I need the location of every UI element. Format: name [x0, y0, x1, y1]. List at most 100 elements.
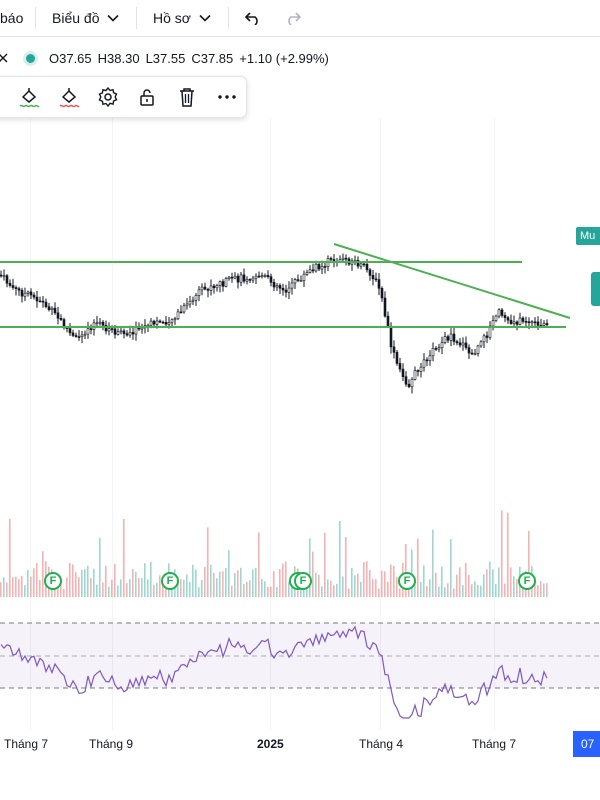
- dividend-badge[interactable]: F: [518, 572, 536, 590]
- volume-bar: [189, 581, 191, 597]
- volume-bar: [288, 581, 290, 597]
- candle-body: [341, 257, 345, 260]
- volume-bar: [177, 581, 179, 597]
- dividend-badge[interactable]: F: [161, 572, 179, 590]
- volume-bar: [405, 544, 407, 597]
- volume-bar: [12, 577, 14, 597]
- candle-body: [266, 275, 270, 277]
- candle-body: [56, 312, 60, 319]
- top-toolbar: báo Biểu đồ Hồ sơ: [0, 0, 600, 37]
- settings-button[interactable]: [96, 85, 120, 109]
- chevron-down-icon: [199, 14, 211, 22]
- volume-bar: [9, 518, 11, 597]
- fill-color-button[interactable]: [57, 85, 81, 109]
- chart-menu-button[interactable]: Biểu đồ: [52, 0, 120, 36]
- volume-bar: [186, 574, 188, 597]
- candle-body: [182, 305, 186, 313]
- more-button[interactable]: [215, 85, 239, 109]
- candle-body: [248, 279, 252, 281]
- undo-button[interactable]: [244, 0, 262, 36]
- candle-body: [452, 333, 456, 342]
- candle-body: [449, 333, 453, 341]
- candle-body: [533, 321, 537, 324]
- candle-body: [155, 320, 159, 325]
- candle-body: [107, 328, 111, 332]
- ohlc-legend: O37.65 H38.30 L37.55 C37.85 +1.10 (+2.99…: [0, 46, 329, 70]
- candle-body: [224, 278, 228, 287]
- volume-bar: [435, 572, 437, 597]
- volume-bar: [396, 577, 398, 597]
- close-icon[interactable]: [0, 53, 8, 63]
- paint-bucket-icon: [19, 88, 40, 108]
- candle-body: [167, 322, 171, 325]
- dividend-badge[interactable]: F: [398, 572, 416, 590]
- candle-body: [80, 334, 84, 338]
- dividend-badge[interactable]: F: [294, 572, 312, 590]
- candle-body: [368, 269, 372, 276]
- candle-body: [494, 315, 498, 321]
- legend-high: H38.30: [97, 50, 140, 66]
- lock-button[interactable]: [135, 85, 159, 109]
- volume-bar: [408, 588, 410, 597]
- candle-body: [191, 299, 195, 302]
- volume-bar: [462, 585, 464, 597]
- candle-body: [395, 352, 399, 364]
- volume-bar: [468, 574, 470, 597]
- volume-bar: [123, 518, 125, 597]
- candle-body: [203, 286, 207, 290]
- candle-body: [500, 309, 504, 316]
- candle-body: [281, 287, 285, 291]
- candle-body: [0, 274, 3, 277]
- volume-bar: [516, 579, 518, 597]
- candle-body: [398, 363, 402, 370]
- volume-bar: [450, 539, 452, 597]
- volume-bar: [339, 521, 341, 597]
- volume-bar: [42, 551, 44, 597]
- volume-bar: [99, 537, 101, 597]
- volume-bar: [213, 572, 215, 597]
- volume-bar: [375, 579, 377, 597]
- candle-body: [170, 319, 174, 323]
- volume-bar: [198, 587, 200, 597]
- candle-body: [194, 295, 198, 301]
- candle-body: [308, 269, 312, 273]
- profile-menu-button[interactable]: Hồ sơ: [153, 0, 211, 36]
- volume-bar: [96, 584, 98, 597]
- volume-bar: [252, 569, 254, 597]
- candle-body: [254, 275, 258, 279]
- volume-bar: [225, 568, 227, 597]
- candle-body: [431, 348, 435, 357]
- downtrend-line[interactable]: [333, 243, 571, 319]
- current-time-tag[interactable]: 07: [573, 731, 600, 757]
- line-color-button[interactable]: [17, 85, 41, 109]
- volume-bar: [342, 576, 344, 597]
- candle-body: [50, 307, 54, 310]
- candle-body: [272, 282, 276, 288]
- volume-bar: [336, 583, 338, 597]
- candle-body: [11, 285, 15, 288]
- volume-bar: [165, 588, 167, 597]
- dividend-badge[interactable]: F: [44, 572, 62, 590]
- candle-body: [434, 348, 438, 350]
- candle-body: [455, 341, 459, 344]
- legend-change: +1.10 (+2.99%): [239, 50, 329, 66]
- paint-bucket-red-icon: [59, 88, 80, 108]
- candle-body: [29, 291, 33, 296]
- volume-bar: [78, 577, 80, 597]
- candle-body: [275, 285, 279, 288]
- volume-bar: [276, 587, 278, 597]
- redo-button[interactable]: [284, 0, 302, 36]
- volume-bar: [432, 529, 434, 597]
- candle-body: [8, 282, 12, 286]
- candle-body: [377, 279, 381, 289]
- candle-body: [239, 274, 243, 283]
- candle-body: [437, 347, 441, 350]
- price-chart[interactable]: [0, 0, 600, 730]
- candle-body: [446, 336, 450, 341]
- candle-body: [386, 315, 390, 327]
- x-axis-label: Tháng 7: [4, 737, 49, 751]
- candle-body: [521, 317, 525, 322]
- menu-item-partial[interactable]: báo: [0, 0, 23, 36]
- volume-bar: [300, 583, 302, 597]
- delete-button[interactable]: [175, 85, 199, 109]
